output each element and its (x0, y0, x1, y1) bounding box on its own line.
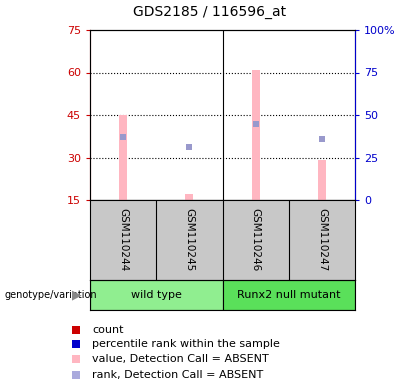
Text: percentile rank within the sample: percentile rank within the sample (92, 339, 280, 349)
Text: GDS2185 / 116596_at: GDS2185 / 116596_at (134, 5, 286, 19)
Bar (252, 70, 260, 200)
Bar (90, 280, 223, 310)
Text: wild type: wild type (131, 290, 182, 300)
Text: Runx2 null mutant: Runx2 null mutant (237, 290, 341, 300)
Bar (223, 280, 355, 310)
Text: GSM110246: GSM110246 (251, 209, 261, 271)
Text: count: count (92, 325, 124, 335)
Text: GSM110245: GSM110245 (184, 209, 194, 271)
Text: GSM110247: GSM110247 (317, 209, 327, 271)
Bar (185, 194, 193, 200)
Text: GSM110244: GSM110244 (118, 209, 128, 271)
Bar (119, 115, 127, 200)
Bar (318, 161, 326, 200)
Text: value, Detection Call = ABSENT: value, Detection Call = ABSENT (92, 354, 269, 364)
Text: ▶: ▶ (72, 288, 81, 301)
Text: genotype/variation: genotype/variation (4, 290, 97, 300)
Text: rank, Detection Call = ABSENT: rank, Detection Call = ABSENT (92, 370, 264, 380)
